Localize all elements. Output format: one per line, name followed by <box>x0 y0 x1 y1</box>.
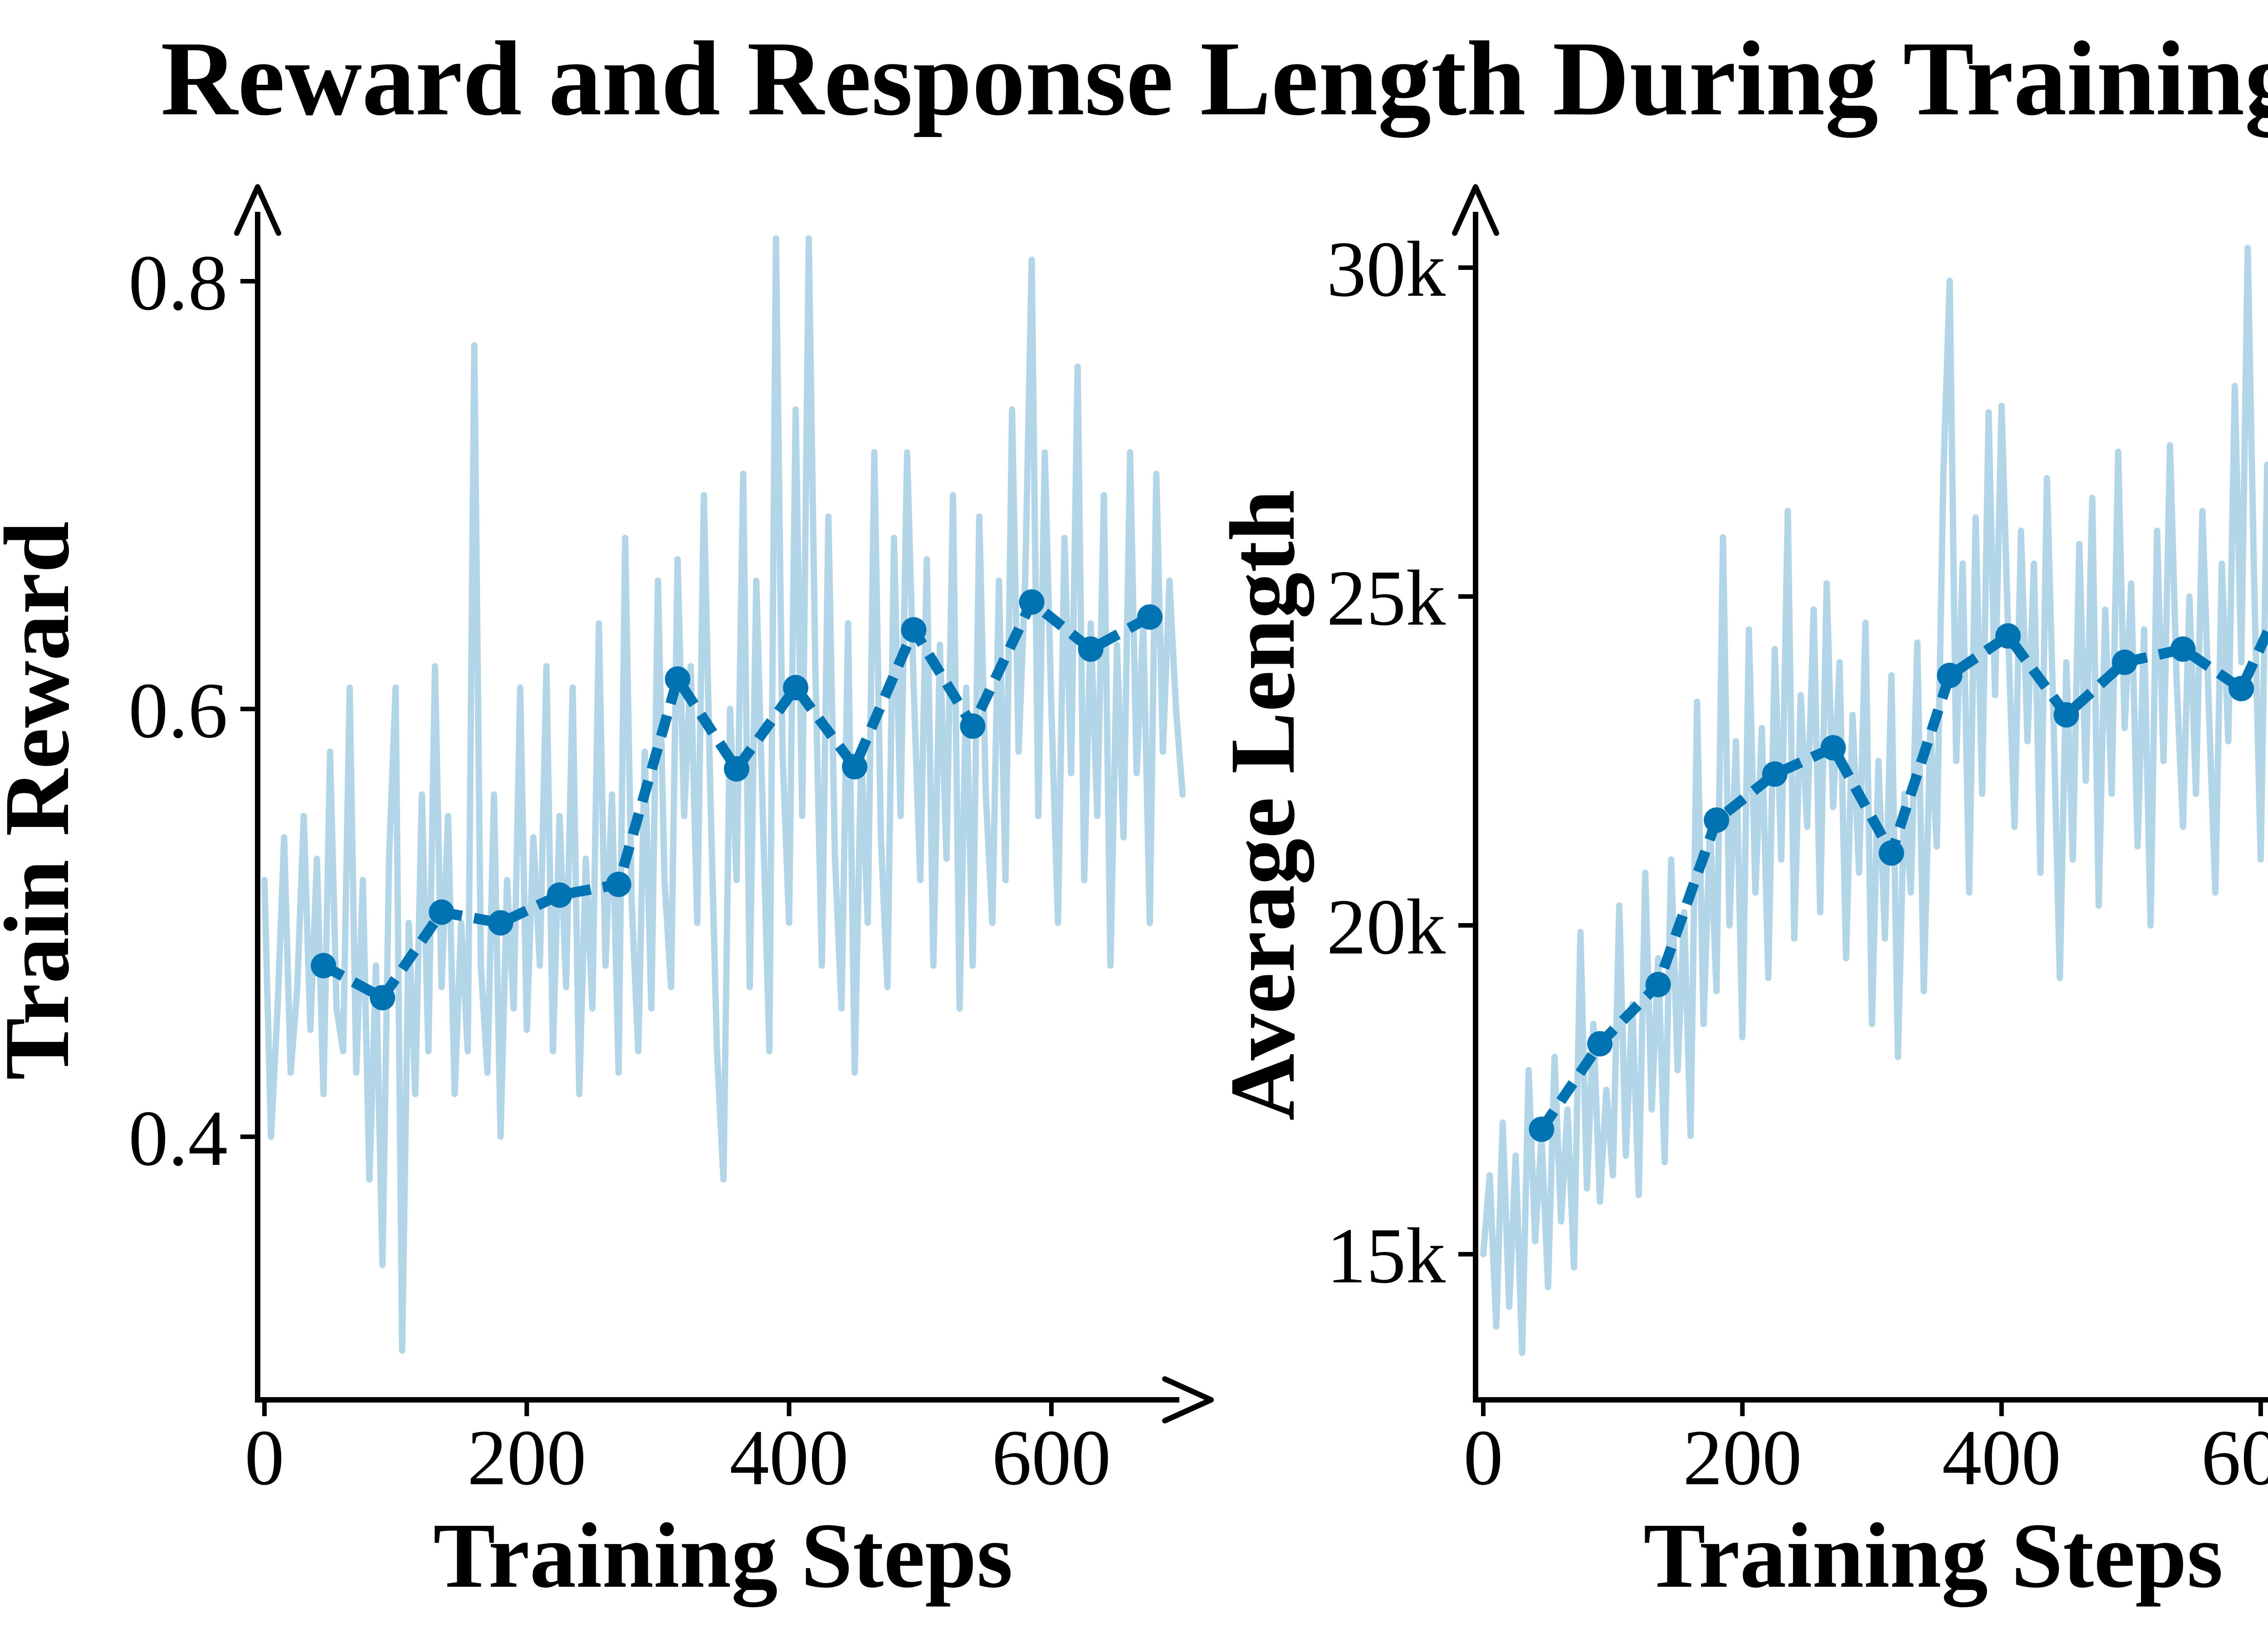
smoothed-series-marker <box>311 953 337 978</box>
smoothed-series-marker <box>1529 1116 1554 1142</box>
smoothed-series-marker <box>1820 735 1846 761</box>
left-plot-x-axis-title: Training Steps <box>433 1504 1013 1607</box>
y-tick-label: 0.8 <box>128 239 228 327</box>
left-plot-y-axis-title: Train Reward <box>0 521 88 1080</box>
smoothed-series-marker <box>1704 807 1730 833</box>
right-plot-canvas: 0 200 400 600 15k 20k 25k 30k <box>1327 184 2268 1501</box>
smoothed-series-line <box>1537 619 2268 1132</box>
smoothed-series-marker <box>960 713 986 739</box>
smoothed-series-marker <box>842 754 868 780</box>
x-tick-label: 600 <box>992 1413 1111 1501</box>
x-tick-label: 400 <box>1942 1413 2061 1501</box>
smoothed-series-marker <box>370 985 396 1011</box>
smoothed-series-marker <box>1645 972 1671 997</box>
x-tick-label: 600 <box>2201 1413 2268 1501</box>
smoothed-series-marker <box>1762 761 1788 787</box>
figure-title: Reward and Response Length During Traini… <box>161 20 2268 138</box>
smoothed-series-marker <box>488 910 513 936</box>
x-axis-arrowhead <box>1162 1376 1214 1423</box>
raw-series-line <box>261 235 1186 1354</box>
y-tick-label: 0.6 <box>128 666 228 754</box>
smoothed-series-marker <box>783 675 809 700</box>
right-plot-y-axis-title: Average Length <box>1211 489 1314 1120</box>
y-tick-label: 15k <box>1327 1212 1446 1300</box>
smoothed-series-marker <box>2170 636 2196 662</box>
smoothed-series-marker <box>1937 663 1963 688</box>
y-axis-arrowhead <box>234 184 281 236</box>
smoothed-series-marker <box>2112 650 2137 675</box>
right-plot: 0 200 400 600 15k 20k 25k 30k Average Length Tr… <box>1211 184 2268 1607</box>
smoothed-series-marker <box>723 756 749 782</box>
smoothed-series-marker <box>2229 676 2254 701</box>
smoothed-series-marker <box>2053 702 2079 728</box>
y-tick-label: 25k <box>1327 554 1446 642</box>
smoothed-series-marker <box>547 882 572 908</box>
x-tick-label: 200 <box>1683 1413 1802 1501</box>
left-plot: 0 200 400 600 0.4 0.6 0.8 Train Reward Trainin… <box>0 184 1214 1607</box>
smoothed-series-marker <box>1995 623 2021 649</box>
x-tick-label: 0 <box>1463 1413 1503 1501</box>
y-tick-label: 20k <box>1327 883 1446 971</box>
y-tick-label: 0.4 <box>128 1094 228 1182</box>
smoothed-series-marker <box>1878 840 1904 866</box>
x-tick-label: 400 <box>729 1413 849 1501</box>
smoothed-series-marker <box>1587 1031 1613 1056</box>
y-axis-arrowhead <box>1452 184 1499 236</box>
left-plot-canvas: 0 200 400 600 0.4 0.6 0.8 <box>128 184 1214 1501</box>
smoothed-series-marker <box>665 666 690 692</box>
smoothed-series-marker <box>1078 636 1104 662</box>
smoothed-series-line <box>321 594 1153 1005</box>
y-tick-label: 30k <box>1327 225 1446 313</box>
raw-series-line <box>1480 244 2268 1356</box>
x-tick-label: 0 <box>244 1413 284 1501</box>
smoothed-series-marker <box>606 871 631 897</box>
x-tick-label: 200 <box>467 1413 587 1501</box>
smoothed-series-marker <box>429 899 455 925</box>
smoothed-series-marker <box>1137 604 1163 630</box>
smoothed-series-marker <box>901 617 927 643</box>
smoothed-series-marker <box>1019 589 1045 615</box>
right-plot-x-axis-title: Training Steps <box>1643 1504 2223 1607</box>
